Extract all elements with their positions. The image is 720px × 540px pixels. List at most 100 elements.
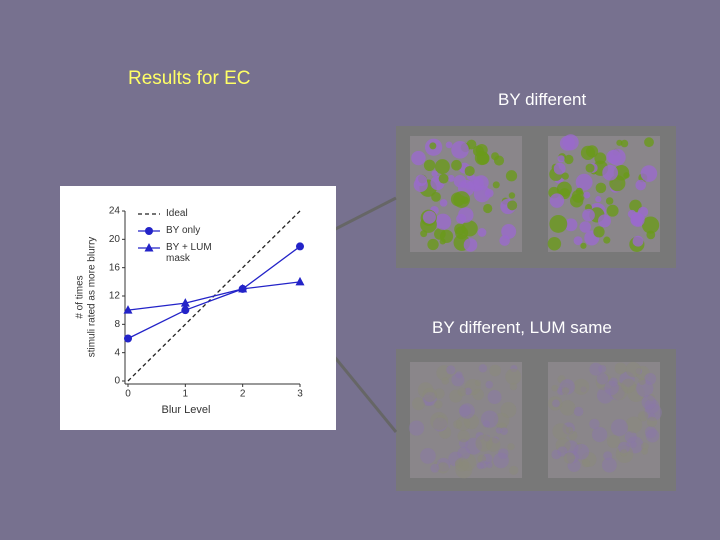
texture-blob xyxy=(509,382,518,391)
texture-blob xyxy=(583,191,591,199)
chart: Blur Level # of times stimuli rated as m… xyxy=(60,186,336,430)
texture-blob xyxy=(570,194,584,208)
y-tick-label: 20 xyxy=(109,234,121,245)
texture-blob xyxy=(608,377,618,387)
texture-blob xyxy=(430,412,449,430)
texture-blob xyxy=(445,141,453,149)
texture-blob xyxy=(508,192,516,199)
texture-blob xyxy=(438,173,449,184)
texture-blob xyxy=(430,463,440,473)
texture-blob xyxy=(564,154,574,165)
texture-blob xyxy=(575,187,583,195)
texture-blob xyxy=(447,174,455,182)
texture-blob xyxy=(423,159,436,171)
texture-blob xyxy=(610,418,628,437)
y-tick-label: 8 xyxy=(114,319,120,330)
texture-blob xyxy=(478,364,488,373)
texture-blob xyxy=(573,236,583,246)
texture-blob xyxy=(455,457,469,472)
texture-blob xyxy=(431,191,441,202)
texture-blob xyxy=(431,170,438,177)
texture-blob xyxy=(552,399,560,408)
texture-blob xyxy=(606,204,619,217)
legend-label: BY + LUM mask xyxy=(166,242,212,264)
texture-blob xyxy=(582,208,595,222)
texture-blob xyxy=(434,400,443,409)
texture-blob xyxy=(474,379,482,386)
texture-blob xyxy=(593,226,605,238)
texture-blob xyxy=(439,229,454,243)
texture-blob xyxy=(485,380,494,389)
chart-background xyxy=(60,186,336,430)
y-tick-label: 4 xyxy=(114,347,120,358)
texture-blob xyxy=(500,402,517,418)
texture-blob xyxy=(474,150,489,166)
marker xyxy=(296,242,304,251)
texture-blob xyxy=(457,387,467,397)
texture-blob xyxy=(637,411,649,422)
texture-blob xyxy=(463,238,478,252)
texture-blob xyxy=(641,442,649,451)
texture-blob xyxy=(551,449,562,460)
texture-blob xyxy=(563,452,575,464)
texture-blob xyxy=(505,170,518,182)
texture-blob xyxy=(464,387,472,395)
texture-blob xyxy=(598,214,612,228)
texture-blob xyxy=(581,459,591,468)
texture-blob xyxy=(580,242,587,249)
texture-blob xyxy=(500,427,508,436)
texture-blob xyxy=(589,362,603,376)
texture-blob xyxy=(507,200,518,211)
texture-blob xyxy=(489,364,501,377)
texture-blob xyxy=(547,237,562,251)
texture-blob xyxy=(437,462,449,474)
texture-blob xyxy=(559,135,575,151)
texture-blob xyxy=(505,368,522,385)
legend-label: Ideal xyxy=(166,208,188,219)
texture-blob xyxy=(580,145,596,161)
texture-blob xyxy=(429,142,437,150)
texture-blob xyxy=(575,173,593,191)
legend-entry: BY only xyxy=(166,225,200,236)
texture-blob xyxy=(645,429,660,443)
texture-blob xyxy=(573,378,590,395)
marker xyxy=(180,298,190,307)
texture-blob xyxy=(595,196,602,203)
texture-blob xyxy=(549,214,568,233)
series-line xyxy=(127,281,301,311)
texture-blob xyxy=(411,150,426,166)
x-tick-label: 2 xyxy=(240,389,246,400)
y-axis-label: stimuli rated as more blurry xyxy=(87,237,98,358)
texture-blob xyxy=(589,418,600,430)
texture-blob xyxy=(579,221,592,233)
texture-blob xyxy=(451,159,462,171)
texture-blob xyxy=(591,426,608,443)
marker xyxy=(145,227,153,235)
texture-blob xyxy=(455,371,463,379)
texture-blob xyxy=(501,223,517,239)
texture-blob xyxy=(630,212,645,227)
texture-blob xyxy=(459,404,471,417)
texture-blob xyxy=(509,465,519,475)
texture-blob xyxy=(640,165,658,182)
texture-blob xyxy=(486,461,493,469)
marker xyxy=(295,276,305,286)
texture-blob xyxy=(551,384,558,392)
marker xyxy=(123,305,133,314)
texture-blob xyxy=(556,181,572,197)
texture-blob xyxy=(484,188,494,198)
texture-blob xyxy=(621,378,636,394)
texture-blob xyxy=(420,448,436,464)
texture-blob xyxy=(620,139,629,148)
series-line xyxy=(127,245,301,340)
texture-blob xyxy=(457,430,470,443)
texture-blob xyxy=(624,430,637,443)
texture-blob xyxy=(607,435,621,449)
texture-blob xyxy=(638,377,646,386)
texture-blob xyxy=(477,228,487,237)
panel-label: BY different xyxy=(498,90,587,109)
texture-blob xyxy=(646,230,656,240)
texture-blob xyxy=(642,216,660,234)
texture-blob xyxy=(561,172,569,180)
